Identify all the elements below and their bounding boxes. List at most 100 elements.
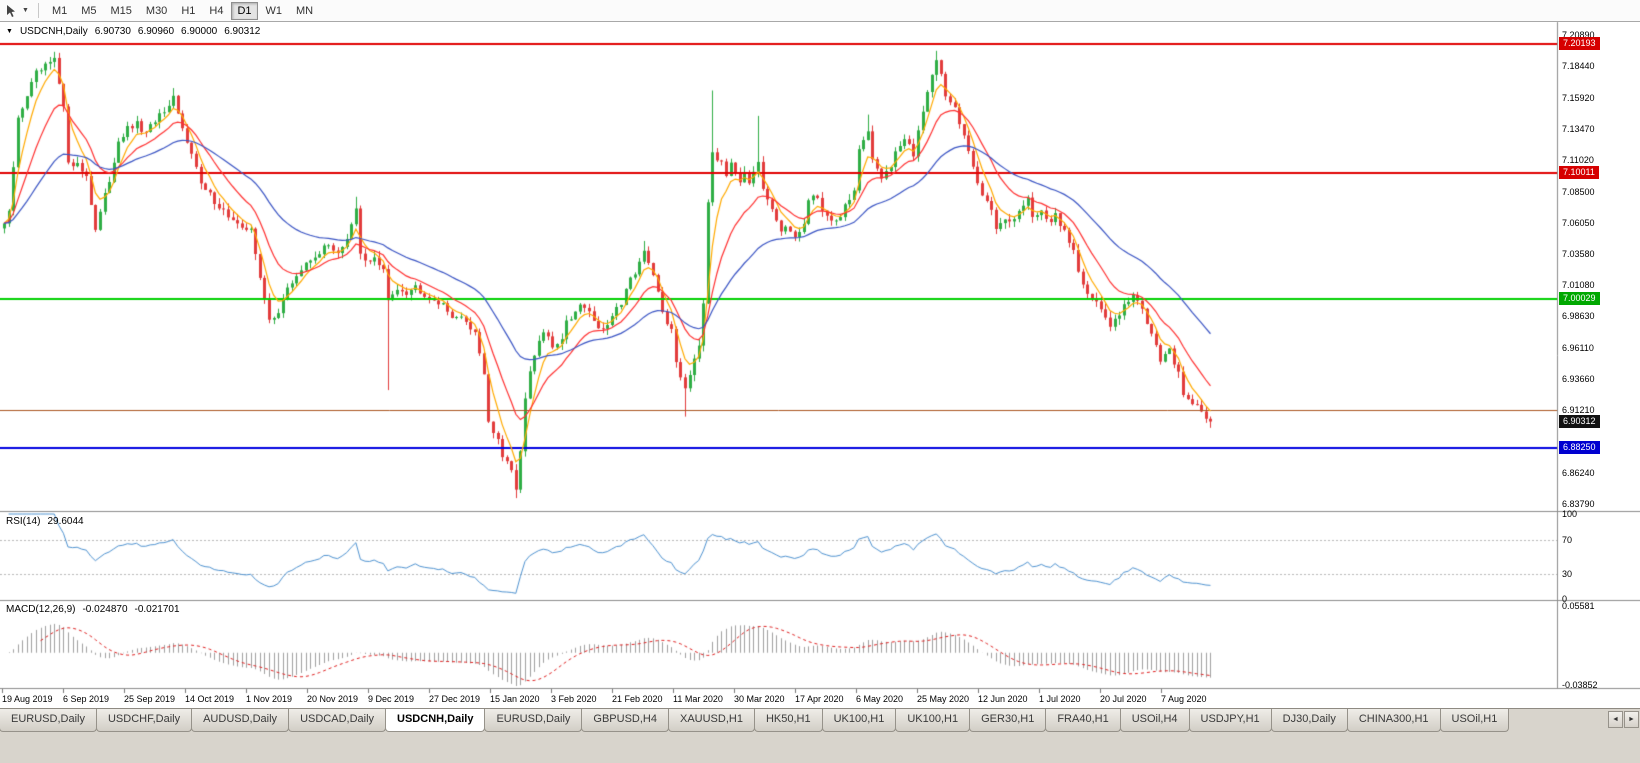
timeframe-button-mn[interactable]: MN bbox=[290, 2, 319, 20]
time-axis-label: 12 Jun 2020 bbox=[978, 694, 1028, 704]
support-badge-green: 7.00029 bbox=[1559, 291, 1600, 305]
ohlc-close-value: 6.90312 bbox=[224, 26, 261, 37]
chart-tab-gbpusd-h4[interactable]: GBPUSD,H4 bbox=[581, 709, 669, 732]
support-badge-blue: 6.88250 bbox=[1559, 440, 1600, 454]
chart-tab-ger30-h1[interactable]: GER30,H1 bbox=[969, 709, 1047, 732]
time-axis-label: 3 Feb 2020 bbox=[551, 694, 597, 704]
chart-ohlc-header: ▼ USDCNH,Daily 6.90730 6.90960 6.90000 6… bbox=[6, 26, 260, 37]
timeframe-button-m15[interactable]: M15 bbox=[105, 2, 138, 20]
time-axis-label: 20 Nov 2019 bbox=[307, 694, 359, 704]
tab-scroll-controls: ◄ ► bbox=[1608, 711, 1639, 728]
chart-tab-eurusd-daily[interactable]: EURUSD,Daily bbox=[0, 709, 97, 732]
timeframe-toolbar: M1 M5 M15 M30 H1 H4 D1 W1 MN bbox=[46, 1, 319, 20]
chart-tab-eurusd-daily[interactable]: EURUSD,Daily bbox=[484, 709, 583, 732]
toolbar-separator bbox=[37, 3, 39, 18]
time-axis-label: 11 Mar 2020 bbox=[673, 694, 723, 704]
time-axis-label: 27 Dec 2019 bbox=[429, 694, 481, 704]
timeframe-button-m5[interactable]: M5 bbox=[75, 2, 102, 20]
chart-tab-audusd-daily[interactable]: AUDUSD,Daily bbox=[191, 709, 290, 732]
macd-axis-label: 0.05581 bbox=[1562, 601, 1595, 611]
chart-tab-usoil-h4[interactable]: USOil,H4 bbox=[1119, 709, 1190, 732]
rsi-axis-label: 70 bbox=[1562, 534, 1573, 545]
timeframe-button-w1[interactable]: W1 bbox=[260, 2, 289, 20]
price-axis[interactable]: 7.20890 7.18440 7.15920 7.13470 7.11020 7.085… bbox=[1558, 0, 1640, 708]
price-axis-label: 7.06050 bbox=[1562, 217, 1595, 228]
timeframe-button-m1[interactable]: M1 bbox=[46, 2, 73, 20]
time-axis-label: 7 Aug 2020 bbox=[1161, 694, 1207, 704]
chart-tab-uk100-h1[interactable]: UK100,H1 bbox=[895, 709, 971, 732]
rsi-axis-label: 0 bbox=[1562, 594, 1568, 604]
time-axis-label: 21 Feb 2020 bbox=[612, 694, 663, 704]
price-axis-label: 7.01080 bbox=[1562, 280, 1595, 291]
ohlc-open-value: 6.90730 bbox=[94, 26, 131, 37]
chart-tab-china300-h1[interactable]: CHINA300,H1 bbox=[1346, 709, 1441, 732]
price-axis-label: 6.83790 bbox=[1562, 498, 1595, 509]
timeframe-button-m30[interactable]: M30 bbox=[140, 2, 173, 20]
rsi-axis-label: 30 bbox=[1562, 568, 1573, 579]
time-axis-label: 1 Jul 2020 bbox=[1039, 694, 1081, 704]
resistance-badge-high: 7.20193 bbox=[1559, 36, 1600, 50]
time-axis-label: 30 Mar 2020 bbox=[734, 694, 785, 704]
price-axis-label: 7.08500 bbox=[1562, 186, 1595, 197]
price-axis-label: 7.20890 bbox=[1562, 30, 1595, 41]
chart-tab-usdcnh-daily[interactable]: USDCNH,Daily bbox=[385, 709, 486, 732]
chart-symbol-label: USDCNH,Daily bbox=[19, 26, 88, 37]
current-price-badge: 6.90312 bbox=[1559, 414, 1600, 428]
price-axis-label: 7.11020 bbox=[1562, 154, 1594, 165]
price-axis-label: 6.86240 bbox=[1562, 467, 1595, 478]
tab-scroll-left-button[interactable]: ◄ bbox=[1608, 711, 1623, 728]
time-axis-label: 14 Oct 2019 bbox=[185, 694, 235, 704]
timeframe-button-h4[interactable]: H4 bbox=[203, 2, 229, 20]
time-axis-label: 17 Apr 2020 bbox=[795, 694, 844, 704]
rsi-indicator-header: RSI(14) 29.6044 bbox=[6, 516, 84, 527]
chart-dropdown-caret-icon[interactable]: ▼ bbox=[22, 7, 29, 14]
timeframe-button-d1[interactable]: D1 bbox=[231, 1, 258, 20]
timeframe-button-h1[interactable]: H1 bbox=[175, 2, 201, 20]
chart-tab-dj30-daily[interactable]: DJ30,Daily bbox=[1270, 709, 1348, 732]
rsi-label: RSI(14) bbox=[6, 516, 41, 527]
time-axis-label: 25 Sep 2019 bbox=[124, 694, 176, 704]
time-axis-label: 20 Jul 2020 bbox=[1100, 694, 1147, 704]
resistance-badge-mid: 7.10011 bbox=[1559, 165, 1599, 179]
price-axis-label: 6.91210 bbox=[1562, 405, 1595, 416]
time-axis-label: 1 Nov 2019 bbox=[246, 694, 293, 704]
chart-tab-bar: EURUSD,Daily USDCHF,Daily AUDUSD,Daily USDC… bbox=[0, 708, 1640, 732]
chart-cursor-icon[interactable] bbox=[5, 4, 19, 18]
ohlc-low-value: 6.90000 bbox=[181, 26, 218, 37]
chart-tab-usdchf-daily[interactable]: USDCHF,Daily bbox=[95, 709, 193, 732]
rsi-axis-label: 100 bbox=[1562, 509, 1578, 519]
time-axis-label: 19 Aug 2019 bbox=[2, 694, 53, 704]
time-axis-label: 25 May 2020 bbox=[917, 694, 970, 704]
chart-tab-hk50-h1[interactable]: HK50,H1 bbox=[753, 709, 823, 732]
macd-signal-value: -0.021701 bbox=[134, 604, 180, 615]
time-axis-label: 9 Dec 2019 bbox=[368, 694, 415, 704]
time-axis-label: 15 Jan 2020 bbox=[490, 694, 540, 704]
price-axis-label: 6.96110 bbox=[1562, 343, 1594, 354]
price-axis-label: 7.18440 bbox=[1562, 61, 1595, 72]
price-axis-label: 7.15920 bbox=[1562, 92, 1595, 103]
chart-tab-usoil-h1[interactable]: USOil,H1 bbox=[1439, 709, 1510, 732]
macd-axis-label: -0.03852 bbox=[1562, 680, 1598, 690]
price-axis-label: 7.13470 bbox=[1562, 123, 1595, 134]
price-axis-label: 6.98630 bbox=[1562, 311, 1595, 322]
chart-tab-fra40-h1[interactable]: FRA40,H1 bbox=[1045, 709, 1121, 732]
rsi-value: 29.6044 bbox=[47, 516, 84, 527]
price-axis-label: 7.03580 bbox=[1562, 248, 1595, 259]
top-toolbar: ▼ M1 M5 M15 M30 H1 H4 D1 W1 MN bbox=[0, 0, 1640, 22]
macd-main-value: -0.024870 bbox=[82, 604, 128, 615]
status-strip bbox=[0, 732, 1640, 763]
chart-tab-uk100-h1[interactable]: UK100,H1 bbox=[821, 709, 897, 732]
chart-tab-usdjpy-h1[interactable]: USDJPY,H1 bbox=[1188, 709, 1272, 732]
tab-scroll-right-button[interactable]: ► bbox=[1624, 711, 1639, 728]
chart-tab-xauusd-h1[interactable]: XAUUSD,H1 bbox=[667, 709, 755, 732]
ohlc-high-value: 6.90960 bbox=[137, 26, 175, 37]
macd-label: MACD(12,26,9) bbox=[6, 604, 76, 615]
time-axis-label: 6 May 2020 bbox=[856, 694, 904, 704]
chart-tab-usdcad-daily[interactable]: USDCAD,Daily bbox=[288, 709, 387, 732]
collapse-indicator-icon[interactable]: ▼ bbox=[6, 28, 13, 35]
price-axis-label: 6.93660 bbox=[1562, 374, 1595, 385]
macd-indicator-header: MACD(12,26,9) -0.024870 -0.021701 bbox=[6, 604, 180, 615]
time-axis-label: 6 Sep 2019 bbox=[63, 694, 110, 704]
